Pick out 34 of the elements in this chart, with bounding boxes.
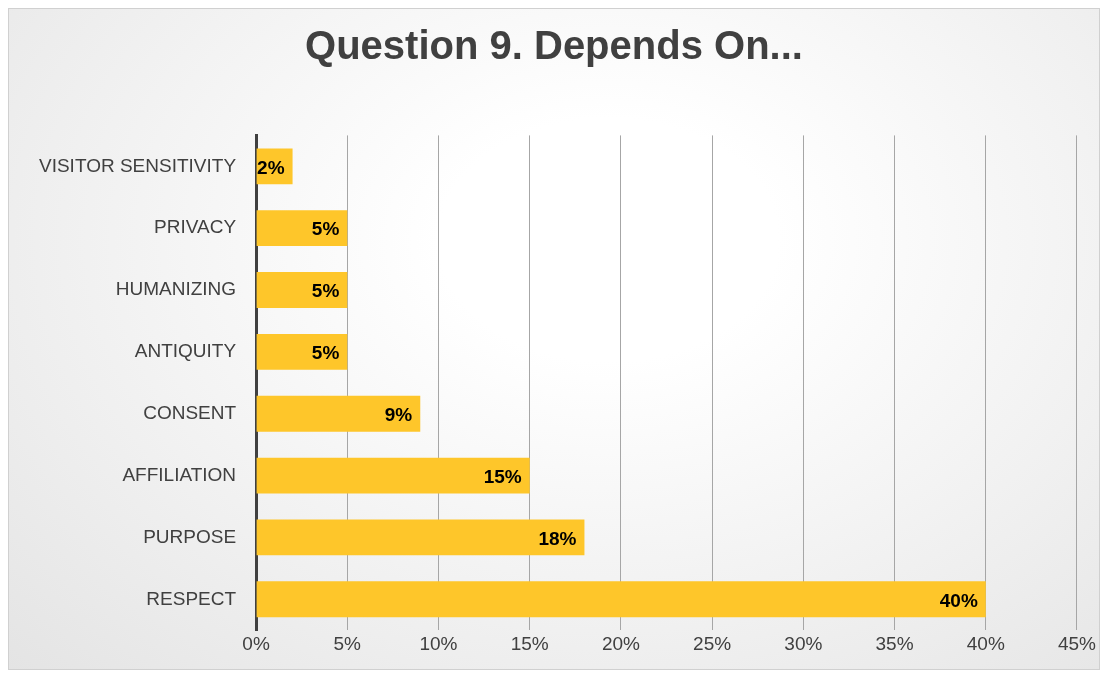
y-tick-label: VISITOR SENSITIVITY xyxy=(38,154,237,176)
x-tick-label: 40% xyxy=(966,632,1005,654)
data-label: 2% xyxy=(257,156,285,178)
data-label: 5% xyxy=(311,342,340,364)
data-label: 5% xyxy=(311,280,340,302)
x-tick-label: 5% xyxy=(333,632,362,654)
bar xyxy=(256,333,348,370)
x-tick-label: 35% xyxy=(875,632,914,654)
bar xyxy=(256,395,421,432)
x-tick-label: 15% xyxy=(510,632,549,654)
bar xyxy=(256,519,585,556)
y-tick-label: PRIVACY xyxy=(154,216,237,238)
data-label: 15% xyxy=(483,465,522,487)
x-tick-label: 45% xyxy=(1057,632,1097,654)
x-tick-label: 25% xyxy=(693,632,732,654)
bar xyxy=(256,210,348,247)
x-tick-label: 30% xyxy=(784,632,823,654)
data-label: 18% xyxy=(538,527,577,549)
bar xyxy=(256,581,986,618)
data-label: 5% xyxy=(311,218,340,240)
data-label: 40% xyxy=(939,589,978,611)
y-tick-label: RESPECT xyxy=(146,587,237,609)
y-tick-label: AFFILIATION xyxy=(122,463,237,485)
y-tick-label: HUMANIZING xyxy=(115,278,237,300)
data-label: 9% xyxy=(384,403,413,425)
bar xyxy=(256,457,530,494)
x-tick-label: 0% xyxy=(242,632,270,654)
x-tick-label: 10% xyxy=(419,632,458,654)
y-tick-label: ANTIQUITY xyxy=(134,340,237,362)
x-tick-label: 20% xyxy=(601,632,641,654)
bar xyxy=(256,272,348,308)
chart-title: Question 9. Depends On... xyxy=(304,23,804,68)
y-tick-label: CONSENT xyxy=(143,401,237,423)
y-tick-label: PURPOSE xyxy=(143,525,237,547)
